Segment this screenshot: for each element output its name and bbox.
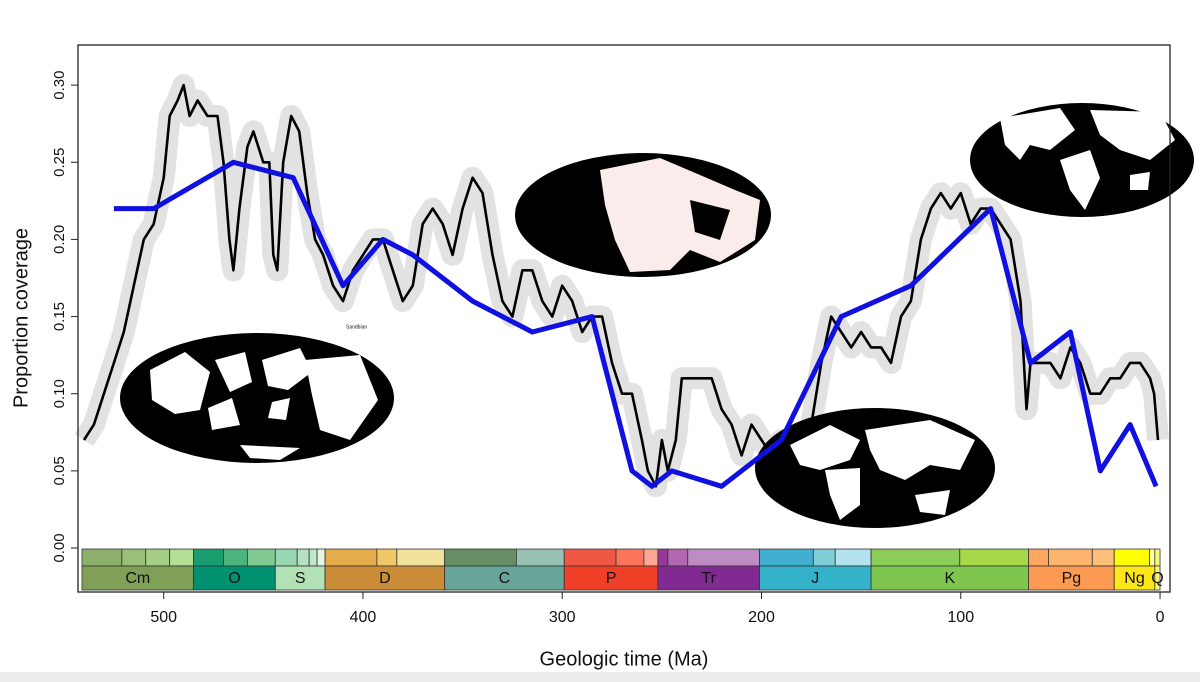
x-tick-label: 500: [150, 609, 177, 626]
plot-frame: [77, 44, 1171, 593]
period-box: [759, 565, 872, 591]
annotation: Sandbian: [346, 324, 367, 330]
epoch-box: [223, 548, 248, 567]
x-tick-label: 100: [947, 609, 974, 626]
epoch-box: [296, 548, 310, 567]
epoch-box: [376, 548, 398, 567]
y-tick-label: 0.15: [51, 302, 68, 331]
y-tick-label: 0.00: [51, 533, 68, 562]
y-tick-label: 0.05: [51, 456, 68, 485]
epoch-box: [121, 548, 147, 567]
epoch-box: [1028, 548, 1049, 567]
period-box: [444, 565, 565, 591]
y-tick-label: 0.20: [51, 225, 68, 254]
epoch-box: [563, 548, 617, 567]
y-tick-label: 0.30: [51, 71, 68, 100]
period-box: [1154, 565, 1161, 591]
period-label: Tr: [701, 570, 716, 587]
period-label: Pg: [1062, 570, 1082, 587]
epoch-box: [444, 548, 517, 567]
epoch-box: [316, 548, 326, 567]
epoch-box: [1149, 548, 1156, 567]
period-label: J: [811, 570, 819, 587]
epoch-box: [246, 548, 276, 567]
epoch-box: [193, 548, 224, 567]
x-tick-label: 200: [748, 609, 775, 626]
period-label: Ng: [1124, 570, 1144, 587]
period-label: P: [606, 570, 617, 587]
series-line: [113, 159, 1159, 489]
page-strip: [0, 672, 1200, 682]
period-box: [274, 565, 326, 591]
epoch-box: [1113, 548, 1150, 567]
epoch-box: [834, 548, 872, 567]
period-label: Cm: [125, 570, 150, 587]
epoch-box: [759, 548, 814, 567]
epoch-box: [396, 548, 446, 567]
epoch-box: [169, 548, 194, 567]
epoch-box: [870, 548, 961, 567]
landmass: [150, 348, 378, 460]
epoch-box: [1048, 548, 1093, 567]
epoch-box: [145, 548, 171, 567]
landmass: [1000, 108, 1175, 210]
period-label: C: [499, 570, 511, 587]
epoch-box: [667, 548, 689, 567]
ocean: [690, 200, 730, 240]
map-insets: [120, 103, 1194, 528]
epoch-box: [615, 548, 645, 567]
y-tick-label: 0.10: [51, 379, 68, 408]
epoch-box: [1091, 548, 1115, 567]
period-label: D: [379, 570, 391, 587]
period-label: O: [228, 570, 240, 587]
epoch-box: [687, 548, 760, 567]
landmass: [790, 420, 975, 520]
epoch-box: [959, 548, 1029, 567]
y-axis-label: Proportion coverage: [10, 228, 32, 408]
period-box: [657, 565, 760, 591]
y-tick-label: 0.25: [51, 148, 68, 177]
epoch-box: [308, 548, 318, 567]
epoch-box: [515, 548, 565, 567]
epoch-box: [324, 548, 378, 567]
epoch-box: [1154, 548, 1161, 567]
epoch-box: [657, 548, 669, 567]
epoch-box: [274, 548, 298, 567]
epoch-box: [81, 548, 123, 567]
x-tick-label: 0: [1156, 609, 1165, 626]
period-box: [324, 565, 446, 591]
series-line: [82, 83, 1160, 488]
period-box: [563, 565, 659, 591]
period-label: Q: [1151, 570, 1163, 587]
x-tick-label: 400: [350, 609, 377, 626]
period-label: S: [295, 570, 306, 587]
epoch-box: [643, 548, 659, 567]
x-axis-label: Geologic time (Ma): [540, 648, 709, 670]
period-label: K: [944, 570, 955, 587]
landmass: [600, 158, 760, 272]
x-tick-label: 300: [549, 609, 576, 626]
epoch-box: [812, 548, 836, 567]
